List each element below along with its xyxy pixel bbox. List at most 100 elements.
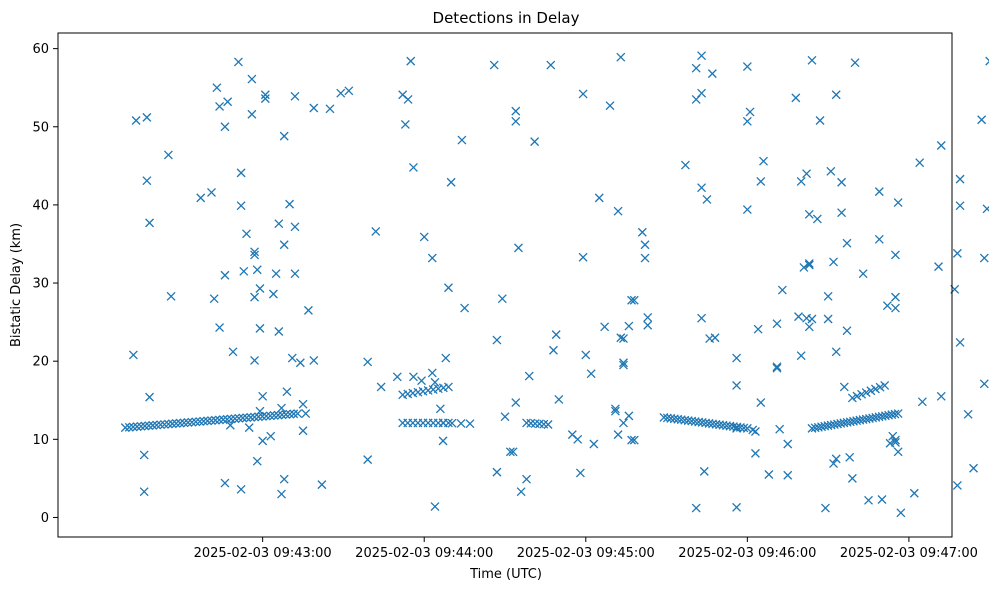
data-point-marker (344, 86, 354, 96)
data-point-marker (363, 455, 373, 465)
data-point-marker (417, 376, 426, 386)
data-point-marker (619, 334, 628, 343)
data-point-marker (497, 294, 507, 304)
data-point-marker (745, 107, 755, 117)
data-point-marker (756, 398, 766, 408)
data-point-marker (909, 488, 919, 498)
data-point-marker (392, 372, 402, 382)
data-point-marker (228, 347, 238, 357)
data-point-marker (624, 411, 634, 421)
data-point-marker (279, 240, 289, 250)
data-point-marker (120, 423, 130, 433)
data-point-marker (772, 363, 782, 373)
plot-frame (57, 32, 953, 538)
x-tick-label: 2025-02-03 09:46:00 (678, 546, 816, 561)
data-point-marker (804, 322, 814, 332)
data-point-marker (363, 357, 373, 367)
data-point-marker (772, 362, 782, 372)
data-point-marker (629, 435, 639, 445)
data-point-marker (511, 106, 521, 116)
data-point-marker (277, 410, 287, 420)
data-point-marker (255, 323, 265, 333)
data-point-marker (985, 56, 989, 66)
data-point-marker (258, 436, 268, 446)
data-point-marker (613, 430, 623, 440)
data-point-marker (777, 285, 787, 295)
data-point-marker (285, 409, 295, 419)
data-point-marker (511, 398, 521, 408)
data-point-marker (796, 351, 806, 361)
data-point-marker (791, 93, 801, 103)
data-point-marker (753, 324, 763, 334)
data-point-marker (839, 382, 849, 392)
data-point-marker (250, 355, 260, 365)
data-point-marker (857, 389, 867, 399)
data-point-marker (640, 253, 650, 263)
data-point-marker (963, 409, 973, 419)
data-point-marker (274, 219, 284, 229)
data-point-marker (225, 420, 235, 430)
data-point-marker (794, 312, 803, 322)
data-point-marker (759, 156, 768, 166)
data-point-marker (279, 131, 289, 141)
data-point-marker (613, 206, 623, 216)
data-point-marker (492, 335, 502, 345)
data-point-marker (145, 218, 155, 228)
y-tick-label: 40 (32, 198, 49, 213)
data-point-marker (124, 422, 134, 432)
data-point-marker (457, 135, 467, 145)
data-point-marker (952, 480, 962, 490)
data-point-marker (616, 52, 626, 62)
data-point-marker (156, 420, 166, 430)
data-point-marker (697, 88, 707, 98)
data-point-marker (273, 410, 283, 420)
data-point-marker (408, 372, 418, 382)
data-point-marker (845, 452, 855, 462)
data-point-marker (917, 397, 927, 407)
data-point-marker (250, 292, 260, 302)
data-point-marker (691, 63, 701, 73)
data-point-marker (376, 382, 386, 392)
data-point-marker (281, 410, 291, 419)
data-point-marker (282, 387, 292, 397)
data-point-marker (427, 368, 437, 378)
data-point-marker (179, 418, 189, 428)
data-point-marker (627, 435, 637, 445)
data-point-marker (893, 447, 903, 457)
data-point-marker (290, 222, 300, 232)
data-point-marker (142, 176, 152, 186)
data-point-marker (371, 227, 381, 236)
data-point-marker (261, 411, 271, 421)
data-point-marker (218, 415, 228, 425)
data-point-marker (516, 487, 526, 497)
data-point-marker (842, 326, 852, 336)
data-point-marker (277, 489, 286, 499)
data-point-marker (979, 253, 989, 263)
data-point-marker (145, 392, 155, 402)
data-point-marker (309, 355, 319, 365)
data-point-marker (524, 371, 534, 381)
data-point-marker (699, 466, 709, 476)
data-point-marker (874, 187, 884, 197)
data-point-marker (616, 333, 626, 343)
data-point-marker (287, 353, 297, 363)
data-point-marker (586, 369, 596, 379)
data-point-marker (456, 418, 466, 428)
data-point-marker (600, 322, 610, 332)
data-point-marker (443, 382, 453, 392)
data-point-marker (139, 487, 149, 497)
data-point-marker (266, 431, 276, 441)
data-point-marker (742, 205, 752, 215)
data-point-marker (934, 262, 943, 272)
data-point-marker (191, 417, 201, 427)
data-point-marker (554, 395, 564, 404)
data-point-marker (804, 209, 814, 219)
data-point-marker (220, 122, 230, 132)
data-point-marker (826, 166, 836, 176)
data-point-marker (605, 101, 615, 111)
data-point-marker (131, 116, 141, 125)
y-axis-title: Bistatic Delay (km) (9, 223, 24, 347)
data-point-marker (236, 201, 246, 211)
data-point-marker (258, 391, 268, 401)
